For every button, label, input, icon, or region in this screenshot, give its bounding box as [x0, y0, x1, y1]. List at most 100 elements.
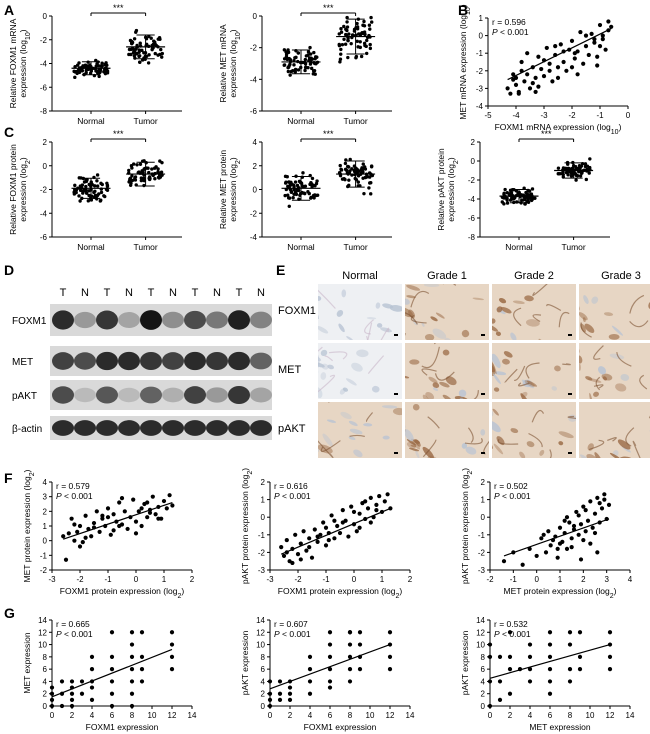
- data-point: [83, 189, 88, 193]
- ihc-texture: [492, 325, 498, 332]
- data-point: [111, 528, 116, 533]
- data-point: [367, 186, 371, 190]
- data-point: [577, 654, 583, 659]
- x-tick-label: 0: [352, 575, 357, 584]
- data-point: [109, 654, 115, 659]
- x-tick-label: -4: [512, 111, 520, 120]
- y-tick-label: 0: [43, 162, 48, 171]
- regression-line: [51, 648, 173, 698]
- data-point: [301, 184, 305, 188]
- blot-band: [96, 310, 118, 330]
- data-point: [359, 54, 364, 59]
- data-point: [157, 36, 162, 40]
- ihc-texture: [493, 387, 500, 392]
- data-point: [287, 204, 291, 208]
- blot-band: [250, 311, 272, 329]
- data-point: [567, 667, 573, 672]
- data-point: [77, 176, 81, 180]
- data-point: [487, 654, 493, 659]
- data-point: [590, 525, 595, 530]
- ihc-fiber: [525, 362, 540, 379]
- data-point: [73, 183, 77, 188]
- ihc-texture: [409, 359, 420, 365]
- label-span: ): [18, 157, 28, 160]
- label-span: ): [399, 586, 402, 596]
- ihc-fiber: [593, 345, 604, 360]
- data-point: [307, 667, 313, 672]
- ihc-texture: [406, 284, 421, 291]
- data-point: [290, 560, 295, 566]
- ihc-texture: [375, 302, 381, 309]
- ihc-texture: [405, 429, 414, 442]
- data-point: [314, 55, 318, 59]
- data-point: [522, 79, 527, 84]
- data-point: [564, 166, 568, 170]
- ihc-texture: [415, 450, 420, 458]
- ihc-texture: [366, 317, 377, 320]
- data-point: [327, 685, 333, 690]
- data-point: [585, 164, 590, 168]
- ihc-texture: [593, 391, 599, 397]
- ihc-image: [318, 402, 402, 458]
- data-point: [583, 162, 588, 166]
- data-point: [49, 691, 55, 696]
- data-point: [525, 72, 530, 77]
- data-point: [310, 176, 315, 181]
- ihc-fiber: [427, 416, 440, 429]
- data-point: [347, 178, 351, 182]
- data-point: [72, 192, 77, 196]
- ihc-texture: [526, 441, 535, 448]
- data-point: [69, 691, 75, 696]
- ihc-fiber: [365, 412, 374, 423]
- data-point: [340, 508, 345, 513]
- data-point: [111, 512, 116, 517]
- lane-label: T: [60, 287, 67, 299]
- data-point: [79, 68, 83, 72]
- data-point: [368, 520, 373, 525]
- data-point: [284, 52, 289, 57]
- label-span: ): [18, 29, 28, 32]
- label-subscript: 2: [247, 471, 254, 475]
- data-point: [119, 496, 125, 501]
- data-point: [77, 194, 81, 198]
- ihc-texture: [442, 349, 450, 356]
- ihc-texture: [382, 435, 390, 440]
- ihc-texture: [320, 349, 328, 357]
- data-point: [592, 530, 598, 536]
- x-tick-label: -1: [510, 575, 518, 584]
- data-point: [311, 72, 316, 76]
- data-point: [566, 166, 571, 170]
- data-point: [340, 520, 345, 525]
- y-tick-label: -2: [258, 548, 266, 557]
- data-point: [344, 27, 348, 31]
- blot-band: [52, 386, 74, 404]
- ihc-texture: [411, 438, 420, 450]
- x-tick-label: 0: [268, 711, 273, 720]
- data-point: [287, 685, 293, 690]
- x-tick-label: -2: [568, 111, 576, 120]
- ihc-texture: [444, 337, 452, 340]
- data-point: [581, 537, 586, 543]
- data-point: [361, 162, 365, 166]
- data-point: [569, 536, 574, 541]
- label-span: ): [181, 586, 184, 596]
- data-point: [140, 48, 144, 53]
- y-tick-label: -1: [476, 49, 484, 58]
- ihc-texture: [603, 312, 614, 317]
- blot-row-label: β-actin: [12, 424, 42, 435]
- y-tick-label: -8: [468, 233, 476, 242]
- data-point: [369, 15, 373, 20]
- blot-band: [96, 386, 118, 404]
- x-tick-label: Normal: [287, 242, 315, 252]
- data-point: [142, 51, 146, 55]
- ihc-texture: [492, 361, 495, 373]
- data-point: [109, 691, 115, 696]
- blot-band: [206, 311, 228, 329]
- data-point: [577, 164, 582, 168]
- data-point: [567, 520, 572, 525]
- label-span: ): [228, 157, 238, 160]
- data-point: [575, 72, 580, 77]
